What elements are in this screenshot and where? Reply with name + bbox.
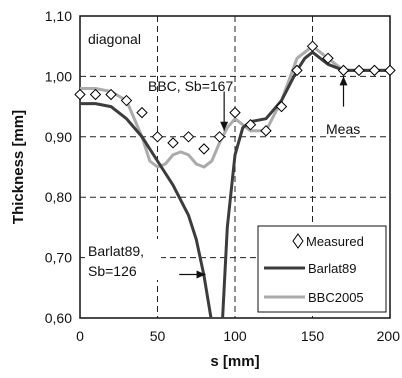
annotation-meas: Meas xyxy=(326,121,360,137)
legend-measured-label: Measured xyxy=(306,234,364,249)
measured-point xyxy=(89,88,102,101)
y-tick-label: 1,10 xyxy=(45,8,72,24)
measured-point xyxy=(182,131,195,143)
x-tick-label: 50 xyxy=(150,328,166,344)
measured-point xyxy=(368,64,381,77)
legend-bbc2005-label: BBC2005 xyxy=(308,290,364,305)
measured-point xyxy=(322,52,334,64)
y-tick-label: 0,60 xyxy=(45,310,72,326)
measured-point xyxy=(198,143,210,155)
annotation-barlat-line1: Barlat89, xyxy=(88,243,144,259)
measured-point xyxy=(120,94,133,107)
y-tick-labels: 0,60 0,70 0,80 0,90 1,00 1,10 xyxy=(45,8,72,326)
measured-point xyxy=(275,100,288,113)
y-tick-label: 0,90 xyxy=(45,129,72,145)
measured-point xyxy=(213,131,226,143)
series-line-barlat89-0 xyxy=(80,102,213,319)
measured-point xyxy=(260,125,272,137)
x-tick-label: 200 xyxy=(377,328,401,344)
y-tick-label: 0,70 xyxy=(45,250,72,266)
annotation-barlat-background xyxy=(85,239,161,280)
measured-point xyxy=(136,106,148,119)
legend: Measured Barlat89 BBC2005 xyxy=(257,225,387,313)
annotation-bbc-arrowhead xyxy=(220,121,229,131)
measured-point xyxy=(337,64,350,77)
annotation-meas-arrowhead xyxy=(339,76,348,86)
measured-point xyxy=(167,137,179,149)
measured-point xyxy=(384,64,396,77)
annotation-barlat-line2: Sb=126 xyxy=(88,263,137,279)
measured-point xyxy=(353,64,365,77)
annotation-barlat-arrowhead xyxy=(196,270,206,279)
measured-point xyxy=(244,119,257,131)
y-tick-label: 1,00 xyxy=(45,68,72,84)
measured-point xyxy=(229,106,241,119)
annotation-bbc: BBC, Sb=167 xyxy=(148,78,233,94)
panel-label: diagonal xyxy=(88,31,141,47)
y-axis-title: Thickness [mm] xyxy=(10,110,27,224)
measured-point xyxy=(151,131,164,143)
legend-measured-marker xyxy=(292,233,304,249)
x-tick-label: 150 xyxy=(301,328,325,344)
measured-point xyxy=(291,64,303,77)
legend-barlat89-label: Barlat89 xyxy=(308,261,356,276)
measured-markers xyxy=(74,40,396,155)
x-tick-labels: 0 50 100 150 200 xyxy=(76,328,400,344)
y-tick-label: 0,80 xyxy=(45,189,72,205)
measured-point xyxy=(105,88,117,101)
x-axis-title: s [mm] xyxy=(210,353,259,370)
x-tick-label: 100 xyxy=(223,328,247,344)
measured-point xyxy=(74,88,86,101)
series-line-bbc2005-0 xyxy=(80,44,390,169)
measured-point xyxy=(306,40,319,52)
x-tick-label: 0 xyxy=(76,328,84,344)
